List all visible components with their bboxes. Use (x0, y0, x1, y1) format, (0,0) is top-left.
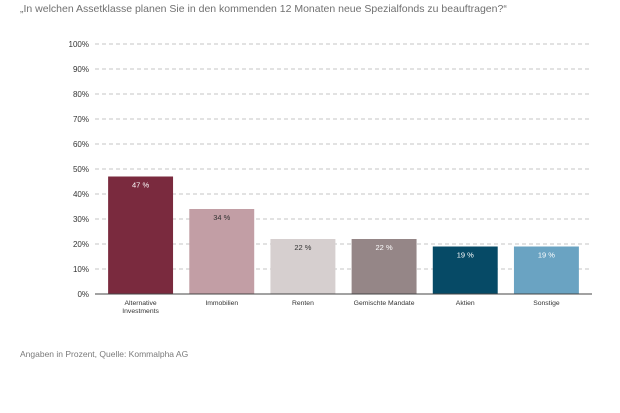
y-tick-label: 40% (73, 190, 89, 199)
data-label: 19 % (538, 251, 555, 260)
y-tick-label: 50% (73, 165, 89, 174)
data-label: 19 % (457, 251, 474, 260)
data-label: 34 % (213, 213, 230, 222)
category-label: Immobilien (205, 300, 238, 307)
y-tick-label: 60% (73, 140, 89, 149)
data-label: 22 % (376, 243, 393, 252)
grid-lines (95, 43, 592, 270)
category-label: Alternative (125, 300, 157, 307)
bars (108, 176, 579, 294)
category-label: Investments (122, 308, 159, 315)
y-tick-label: 80% (73, 90, 89, 99)
y-tick-label: 90% (73, 65, 89, 74)
y-tick-label: 100% (69, 40, 89, 49)
category-label: Renten (292, 300, 314, 307)
y-axis-ticks: 0% 10% 20% 30% 40% 50% 60% 70% 80% 90% 100% (69, 40, 89, 299)
y-tick-label: 10% (73, 265, 89, 274)
category-label: Sonstige (533, 300, 560, 307)
bar (270, 239, 336, 294)
bar (432, 246, 498, 294)
data-label: 47 % (132, 181, 149, 190)
chart-title: „In welchen Assetklasse planen Sie in de… (20, 3, 507, 15)
y-tick-label: 30% (73, 215, 89, 224)
y-tick-label: 20% (73, 240, 89, 249)
data-labels: 47 % 34 % 22 % 22 % 19 % 19 % (132, 181, 555, 260)
category-label: Gemischte Mandate (354, 300, 415, 307)
y-tick-label: 0% (77, 290, 89, 299)
bar (108, 176, 174, 294)
bar (189, 209, 255, 294)
source-note: Angaben in Prozent, Quelle: Kommalpha AG (20, 349, 189, 359)
category-label: Aktien (456, 300, 475, 307)
y-tick-label: 70% (73, 115, 89, 124)
bar (513, 246, 579, 294)
bar (351, 239, 417, 294)
data-label: 22 % (294, 243, 311, 252)
